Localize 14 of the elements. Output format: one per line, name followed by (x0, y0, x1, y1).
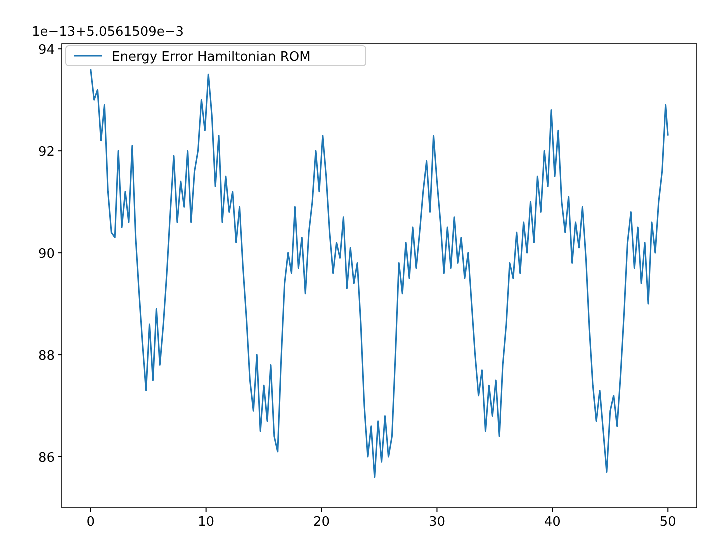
line-series (90, 68, 669, 478)
y-tick-label: 94 (38, 43, 55, 58)
x-tick-label: 10 (198, 515, 215, 530)
text: 1e−13+5.0561509e−3 (32, 25, 184, 40)
x-tick-label: 0 (86, 515, 96, 530)
legend-label: Energy Error Hamiltonian ROM (112, 50, 311, 65)
x-tick-label: 40 (544, 515, 561, 530)
x-tick-label: 20 (314, 515, 330, 530)
x-tick-label: 30 (428, 515, 446, 530)
y-tick-label: 90 (38, 247, 55, 262)
y-tick-label: 92 (38, 145, 55, 160)
y-tick-label: 88 (38, 349, 55, 364)
y-tick-label: 86 (38, 451, 55, 466)
x-tick-label: 50 (660, 515, 676, 530)
